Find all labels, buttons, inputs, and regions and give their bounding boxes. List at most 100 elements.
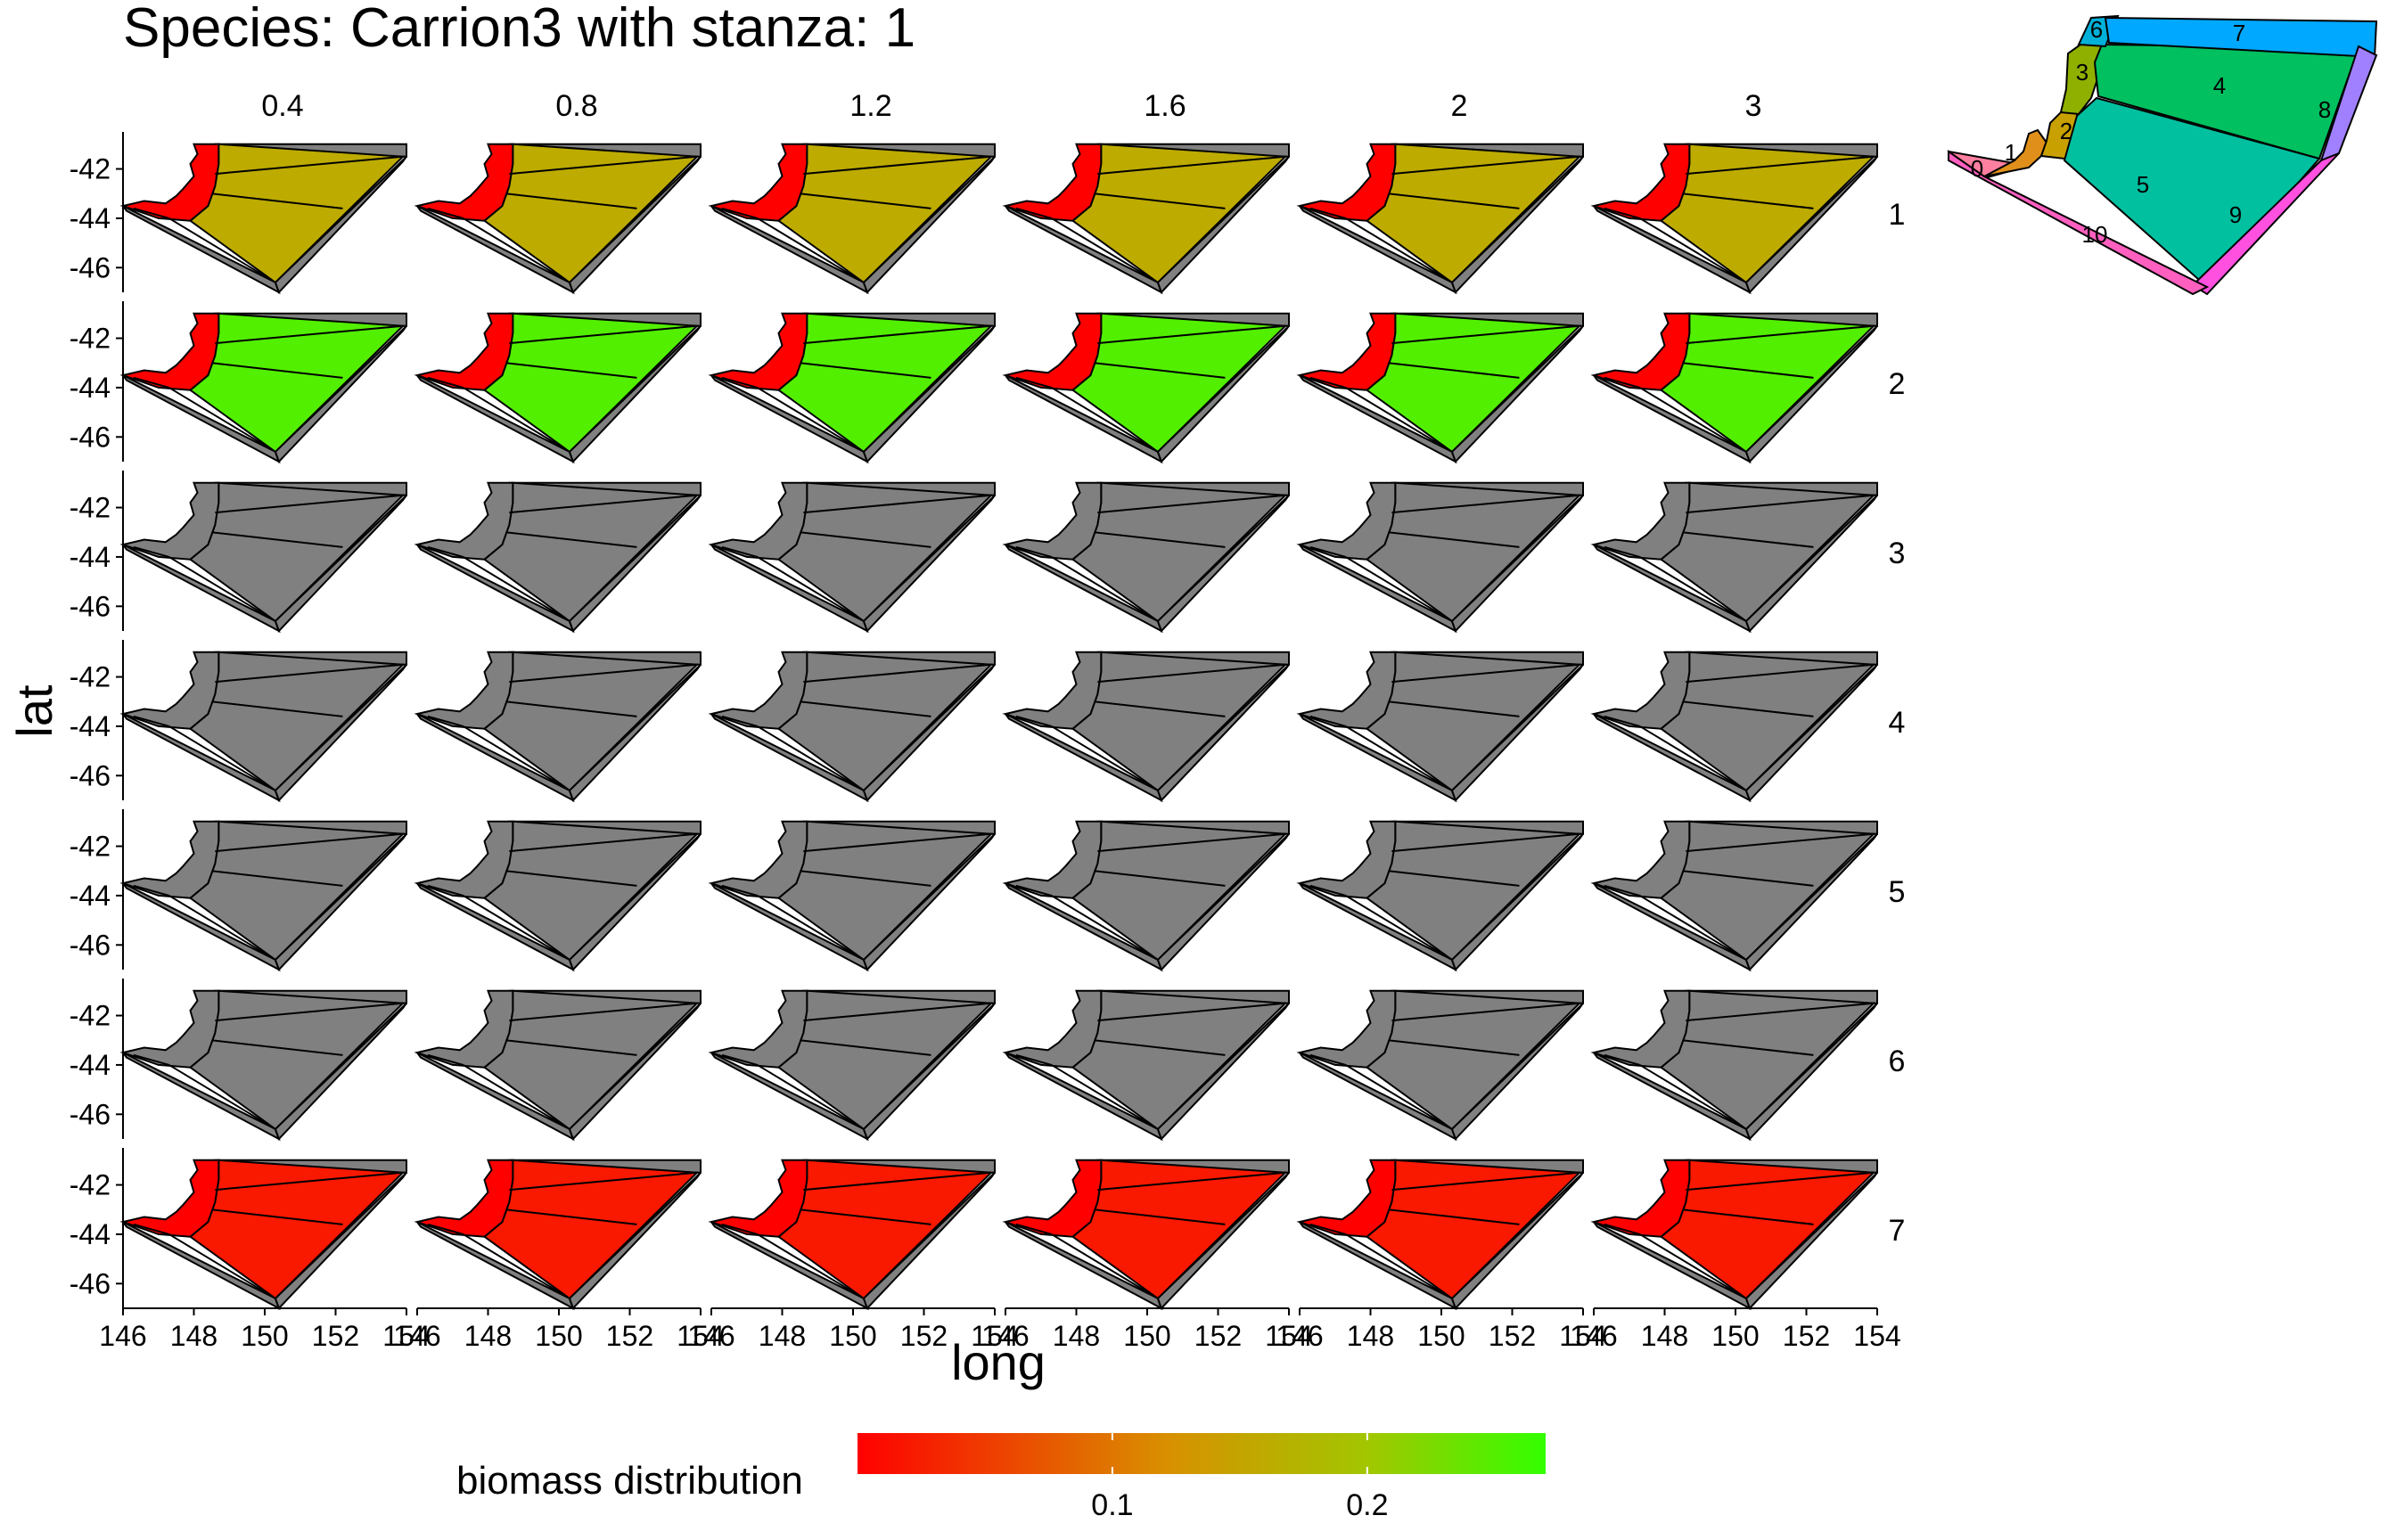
box-boundary xyxy=(1097,494,1286,514)
box-boundary xyxy=(1391,494,1580,514)
y-tick-label: -44 xyxy=(70,710,111,742)
box-boundary xyxy=(1094,700,1226,717)
panel-row1-col1.6 xyxy=(1002,143,1290,295)
inset-box-label-1: 1 xyxy=(2005,139,2017,166)
coastal-region xyxy=(119,481,220,561)
legend-tick-label: 0.2 xyxy=(1346,1488,1388,1522)
inset-box-label-2: 2 xyxy=(2060,118,2072,144)
coastal-region xyxy=(414,820,514,899)
x-tick-label: 146 xyxy=(99,1320,146,1352)
x-tick-label: 150 xyxy=(535,1320,582,1352)
x-tick-label: 148 xyxy=(1641,1320,1688,1352)
panel-row5-col3 xyxy=(1590,820,1878,972)
x-tick-label: 148 xyxy=(1053,1320,1100,1352)
box-boundary xyxy=(509,663,698,684)
inset-box-label-9: 9 xyxy=(2229,201,2242,228)
inset-box-label-8: 8 xyxy=(2318,96,2331,123)
panel-row7-col3 xyxy=(1590,1159,1878,1311)
x-tick-label: 148 xyxy=(170,1320,217,1352)
x-tick-label: 152 xyxy=(1194,1320,1242,1352)
box-boundary xyxy=(1345,895,1453,961)
box-boundary xyxy=(509,1002,698,1022)
box-boundary xyxy=(1639,895,1747,961)
box-boundary xyxy=(505,870,637,887)
panel-row7-col0.4 xyxy=(119,1159,407,1311)
panel-row4-col0.4 xyxy=(119,651,407,803)
box-boundary xyxy=(427,1053,464,1066)
coastal-region xyxy=(708,312,808,391)
box-boundary xyxy=(427,715,464,727)
box-boundary xyxy=(1388,531,1520,548)
row-label-2: 2 xyxy=(1889,367,1906,401)
x-tick-label: 154 xyxy=(971,1320,1018,1352)
coastal-region xyxy=(1296,312,1397,391)
panel-row3-col3 xyxy=(1590,481,1878,634)
box-boundary xyxy=(509,155,698,176)
coastal-region xyxy=(1590,312,1691,391)
box-boundary xyxy=(505,700,637,717)
coastal-region xyxy=(1002,820,1103,899)
box-boundary xyxy=(1309,376,1346,389)
panel-row3-col0.8 xyxy=(414,481,702,634)
box-boundary xyxy=(803,324,992,345)
coastal-region xyxy=(119,143,220,222)
coastal-region xyxy=(1002,481,1103,561)
x-tick-label: 154 xyxy=(382,1320,430,1352)
panel-row2-col0.8 xyxy=(414,312,702,464)
box-boundary xyxy=(463,725,570,791)
coastal-region xyxy=(1590,1159,1691,1238)
box-boundary xyxy=(721,1223,758,1235)
y-tick-label: -46 xyxy=(70,421,111,453)
box-boundary xyxy=(211,1208,343,1225)
box-boundary xyxy=(133,1223,169,1235)
y-tick-label: -46 xyxy=(70,759,111,791)
inset-box-9 xyxy=(2191,152,2340,296)
row-strip-labels: 1 2 3 4 5 6 7 xyxy=(1889,198,1906,1248)
box-boundary xyxy=(1391,155,1580,176)
box-boundary xyxy=(427,545,464,558)
legend-tick-label: 0.1 xyxy=(1091,1488,1133,1522)
box-boundary xyxy=(1604,1053,1640,1066)
x-tick-label: 152 xyxy=(1783,1320,1830,1352)
box-boundary xyxy=(1094,1208,1226,1225)
panel-row1-col1.2 xyxy=(708,143,996,295)
x-axis-label: long xyxy=(951,1334,1046,1390)
x-tick-label: 146 xyxy=(1570,1320,1617,1352)
box-boundary xyxy=(1604,884,1640,897)
box-boundary xyxy=(463,556,570,622)
x-tick-label: 150 xyxy=(241,1320,288,1352)
panel-row7-col2 xyxy=(1296,1159,1584,1311)
x-tick-label: 148 xyxy=(1347,1320,1394,1352)
box-boundary xyxy=(1309,1223,1346,1235)
coastal-region xyxy=(1002,143,1103,222)
box-boundary xyxy=(133,207,169,219)
panel-row6-col1.6 xyxy=(1002,989,1290,1142)
column-label-3: 3 xyxy=(1745,89,1762,123)
box-boundary xyxy=(427,207,464,219)
x-tick-label: 152 xyxy=(1489,1320,1536,1352)
box-boundary xyxy=(211,870,343,887)
box-boundary xyxy=(211,1039,343,1056)
y-tick-label: -44 xyxy=(70,372,111,404)
box-boundary xyxy=(1345,387,1453,453)
coastal-region xyxy=(119,820,220,899)
panel-row6-col0.4 xyxy=(119,989,407,1142)
x-tick-label: 148 xyxy=(759,1320,806,1352)
box-boundary xyxy=(1388,870,1520,887)
box-boundary xyxy=(1345,217,1453,283)
coastal-region xyxy=(1296,820,1397,899)
box-boundary xyxy=(1682,870,1814,887)
panel-row4-col3 xyxy=(1590,651,1878,803)
box-boundary xyxy=(1639,1064,1747,1130)
x-tick-label: 154 xyxy=(677,1320,724,1352)
box-boundary xyxy=(1345,556,1453,622)
box-boundary xyxy=(800,362,931,379)
box-boundary xyxy=(133,715,169,727)
box-boundary xyxy=(800,531,931,548)
coastal-region xyxy=(1296,481,1397,561)
box-boundary xyxy=(1051,1064,1159,1130)
box-boundary xyxy=(133,884,169,897)
box-boundary xyxy=(1015,715,1052,727)
box-boundary xyxy=(215,663,404,684)
box-boundary xyxy=(1094,870,1226,887)
